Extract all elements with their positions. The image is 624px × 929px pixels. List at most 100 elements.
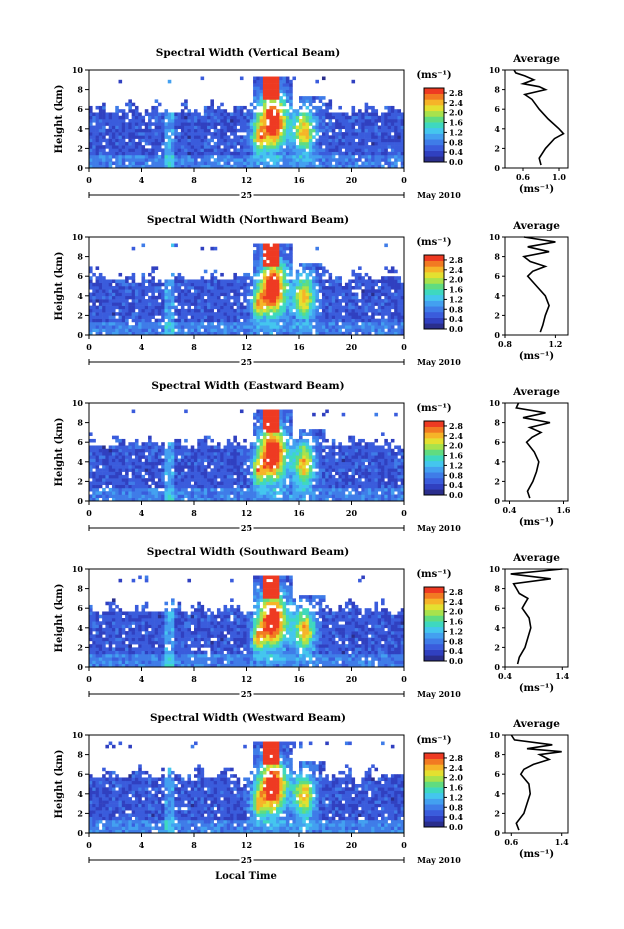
x-tick-label: 0 <box>401 508 407 518</box>
y-axis-label: Height (km) <box>54 750 65 819</box>
panel-1: Spectral Width (Vertical Beam) 0 2 4 6 8 10 0 4 8… <box>54 47 569 200</box>
colorbar-tick-label: 1.6 <box>449 783 463 793</box>
average-x-tick-label: 1.4 <box>555 671 569 681</box>
colorbar <box>423 420 445 496</box>
colorbar-tick-label: 0.4 <box>449 480 463 490</box>
y-tick-label: 10 <box>72 232 84 242</box>
colorbar-tick-label: 1.2 <box>449 792 463 802</box>
average-y-tick-label: 2 <box>494 808 500 818</box>
average-y-tick-label: 6 <box>494 271 500 281</box>
colorbar-tick-label: 0.0 <box>449 822 463 832</box>
colorbar-tick-label: 0.4 <box>449 314 463 324</box>
panel-title: Spectral Width (Northward Beam) <box>147 214 349 226</box>
panel-2: Spectral Width (Northward Beam) 0 2 4 6 8 10 0 4… <box>54 214 569 367</box>
x-tick-label: 0 <box>401 840 407 850</box>
average-profile-line <box>513 69 565 166</box>
x-tick-label: 12 <box>241 674 252 684</box>
x-tick-label: 20 <box>346 342 358 352</box>
date-label: May 2010 <box>417 689 461 699</box>
y-axis-label: Height (km) <box>54 85 65 154</box>
average-y-tick-label: 8 <box>494 418 500 428</box>
x-tick-label: 0 <box>401 175 407 185</box>
colorbar-tick-label: 0.4 <box>449 812 463 822</box>
heatmap-cells <box>89 575 405 668</box>
heatmap-cells <box>89 243 405 336</box>
average-title: Average <box>512 386 560 398</box>
average-y-tick-label: 6 <box>494 104 500 114</box>
y-tick-label: 4 <box>77 291 83 301</box>
colorbar <box>423 87 445 163</box>
y-tick-label: 8 <box>77 584 83 594</box>
colorbar-tick-label: 2.8 <box>449 753 463 763</box>
average-x-label: (ms⁻¹) <box>519 517 554 528</box>
average-y-tick-label: 2 <box>494 310 500 320</box>
colorbar-tick-label: 0.8 <box>449 304 463 314</box>
average-frame <box>504 69 569 169</box>
x-tick-label: 0 <box>86 508 92 518</box>
average-y-tick-label: 4 <box>494 457 500 467</box>
average-x-tick-label: 1.2 <box>548 339 562 349</box>
date-label: May 2010 <box>417 855 461 865</box>
average-y-tick-label: 6 <box>494 603 500 613</box>
average-x-tick-label: 0.4 <box>503 505 517 515</box>
colorbar-unit: (ms⁻¹) <box>416 70 451 81</box>
y-tick-label: 4 <box>77 457 83 467</box>
x-tick-label: 20 <box>346 175 358 185</box>
y-tick-label: 0 <box>77 662 83 672</box>
x-tick-label: 20 <box>346 674 358 684</box>
colorbar-tick-label: 2.0 <box>449 108 463 118</box>
x-tick-label: 8 <box>191 342 197 352</box>
average-y-tick-label: 10 <box>489 564 501 574</box>
average-y-tick-label: 8 <box>494 750 500 760</box>
average-title: Average <box>512 552 560 564</box>
heatmap-cells <box>89 76 405 169</box>
x-tick-label: 4 <box>139 840 145 850</box>
average-x-tick-label: 1.6 <box>557 505 571 515</box>
colorbar-tick-label: 2.0 <box>449 607 463 617</box>
x-tick-label: 4 <box>139 674 145 684</box>
average-x-tick-label: 1.0 <box>552 172 566 182</box>
average-x-label: (ms⁻¹) <box>519 849 554 860</box>
average-y-tick-label: 0 <box>494 828 500 838</box>
x-tick-label: 12 <box>241 342 252 352</box>
colorbar-tick-label: 2.8 <box>449 421 463 431</box>
colorbar-tick-label: 2.4 <box>449 597 463 607</box>
x-tick-label: 0 <box>401 674 407 684</box>
y-tick-label: 0 <box>77 330 83 340</box>
colorbar-tick-label: 2.8 <box>449 587 463 597</box>
date-label: May 2010 <box>417 190 461 200</box>
colorbar-tick-label: 0.8 <box>449 802 463 812</box>
colorbar-tick-label: 1.2 <box>449 127 463 137</box>
panel-3: Spectral Width (Eastward Beam) 0 2 4 6 8 10 0 4 8… <box>54 380 571 533</box>
x-tick-label: 4 <box>139 342 145 352</box>
average-y-tick-label: 4 <box>494 789 500 799</box>
y-tick-label: 8 <box>77 418 83 428</box>
colorbar-tick-label: 2.0 <box>449 773 463 783</box>
average-y-tick-label: 2 <box>494 642 500 652</box>
colorbar <box>423 586 445 662</box>
x-tick-label: 12 <box>241 175 252 185</box>
average-frame <box>504 734 569 834</box>
average-y-tick-label: 6 <box>494 769 500 779</box>
average-x-tick-label: 0.6 <box>504 837 518 847</box>
average-x-label: (ms⁻¹) <box>519 184 554 195</box>
y-tick-label: 10 <box>72 730 84 740</box>
y-tick-label: 10 <box>72 564 84 574</box>
x-tick-label: 0 <box>86 175 92 185</box>
colorbar-tick-label: 2.8 <box>449 88 463 98</box>
average-x-tick-label: 0.8 <box>498 339 512 349</box>
average-y-tick-label: 10 <box>489 730 501 740</box>
average-frame <box>504 402 569 502</box>
average-y-tick-label: 0 <box>494 163 500 173</box>
colorbar-tick-label: 1.6 <box>449 118 463 128</box>
day-label: 25 <box>241 190 252 200</box>
x-tick-label: 8 <box>191 175 197 185</box>
panel-5: Spectral Width (Westward Beam) 0 2 4 6 8 10 0 4 8… <box>54 712 569 865</box>
average-y-tick-label: 4 <box>494 623 500 633</box>
day-label: 25 <box>241 357 252 367</box>
average-y-tick-label: 0 <box>494 662 500 672</box>
colorbar-tick-label: 2.4 <box>449 98 463 108</box>
y-axis-label: Height (km) <box>54 584 65 653</box>
average-y-tick-label: 2 <box>494 476 500 486</box>
colorbar-tick-label: 1.6 <box>449 451 463 461</box>
